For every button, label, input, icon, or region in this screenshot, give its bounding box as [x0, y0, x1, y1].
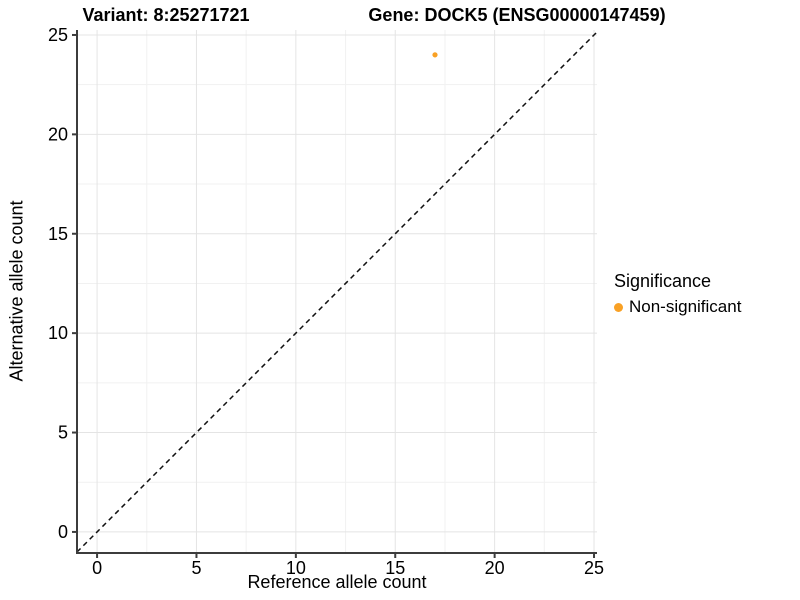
y-tick-label: 5 [58, 423, 68, 443]
legend-item: Non-significant [614, 297, 741, 317]
y-tick-label: 10 [48, 323, 68, 343]
x-tick-label: 10 [286, 558, 306, 578]
y-tick-label: 0 [58, 522, 68, 542]
y-tick-label: 20 [48, 124, 68, 144]
x-axis-title: Reference allele count [247, 572, 427, 592]
variant-title: Variant: 8:25271721 [82, 5, 250, 25]
y-tick-label: 15 [48, 224, 68, 244]
legend-item-label: Non-significant [629, 297, 742, 316]
x-tick-label: 5 [191, 558, 201, 578]
x-tick-label: 15 [385, 558, 405, 578]
legend-point-icon [614, 302, 623, 312]
gene-title: Gene: DOCK5 (ENSG00000147459) [368, 5, 666, 25]
y-tick-label: 25 [48, 25, 68, 45]
legend: Significance Non-significant [614, 271, 741, 317]
legend-title: Significance [614, 271, 712, 291]
x-tick-label: 0 [92, 558, 102, 578]
y-axis-title: Alternative allele count [6, 200, 27, 382]
x-tick-label: 20 [485, 558, 505, 578]
x-tick-label: 25 [584, 558, 604, 578]
data-point [432, 52, 438, 58]
identity-reference-line [76, 31, 598, 553]
